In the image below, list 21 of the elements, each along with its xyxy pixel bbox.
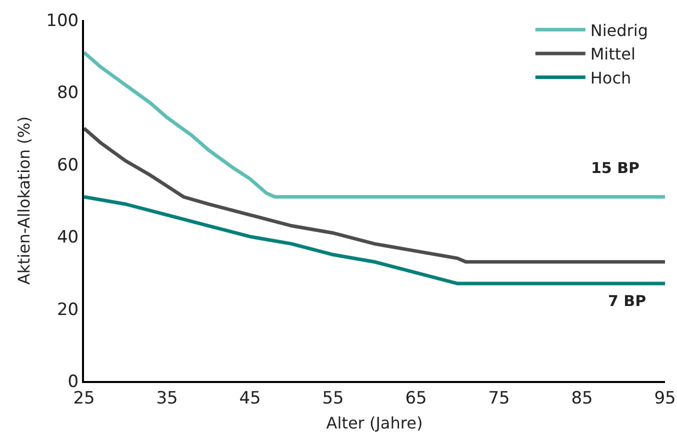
line-series xyxy=(84,195,665,286)
y-tick-label: 80 xyxy=(56,83,79,104)
annotation: 7 BP xyxy=(608,292,646,310)
annotation: 15 BP xyxy=(591,159,640,177)
x-tick-label: 75 xyxy=(488,388,510,408)
legend-label: Mittel xyxy=(590,44,636,64)
x-tick-label: 35 xyxy=(156,388,178,408)
y-axis-title: Aktien-Allokation (%) xyxy=(14,116,34,285)
x-tick-label: 95 xyxy=(654,388,676,408)
legend-label: Niedrig xyxy=(590,20,648,40)
x-tick-label: 85 xyxy=(571,388,593,408)
x-tick-label: 65 xyxy=(405,388,427,408)
y-tick-label: 60 xyxy=(56,155,79,176)
y-tick-label: 20 xyxy=(56,300,79,320)
y-tick-label: 100 xyxy=(46,10,79,31)
x-axis-title: Alter (Jahre) xyxy=(326,414,423,433)
x-tick-label: 45 xyxy=(239,388,261,408)
y-tick-label: 40 xyxy=(56,228,79,248)
x-tick-label: 55 xyxy=(322,388,344,408)
line-series xyxy=(84,126,665,264)
legend-label: Hoch xyxy=(590,68,632,88)
